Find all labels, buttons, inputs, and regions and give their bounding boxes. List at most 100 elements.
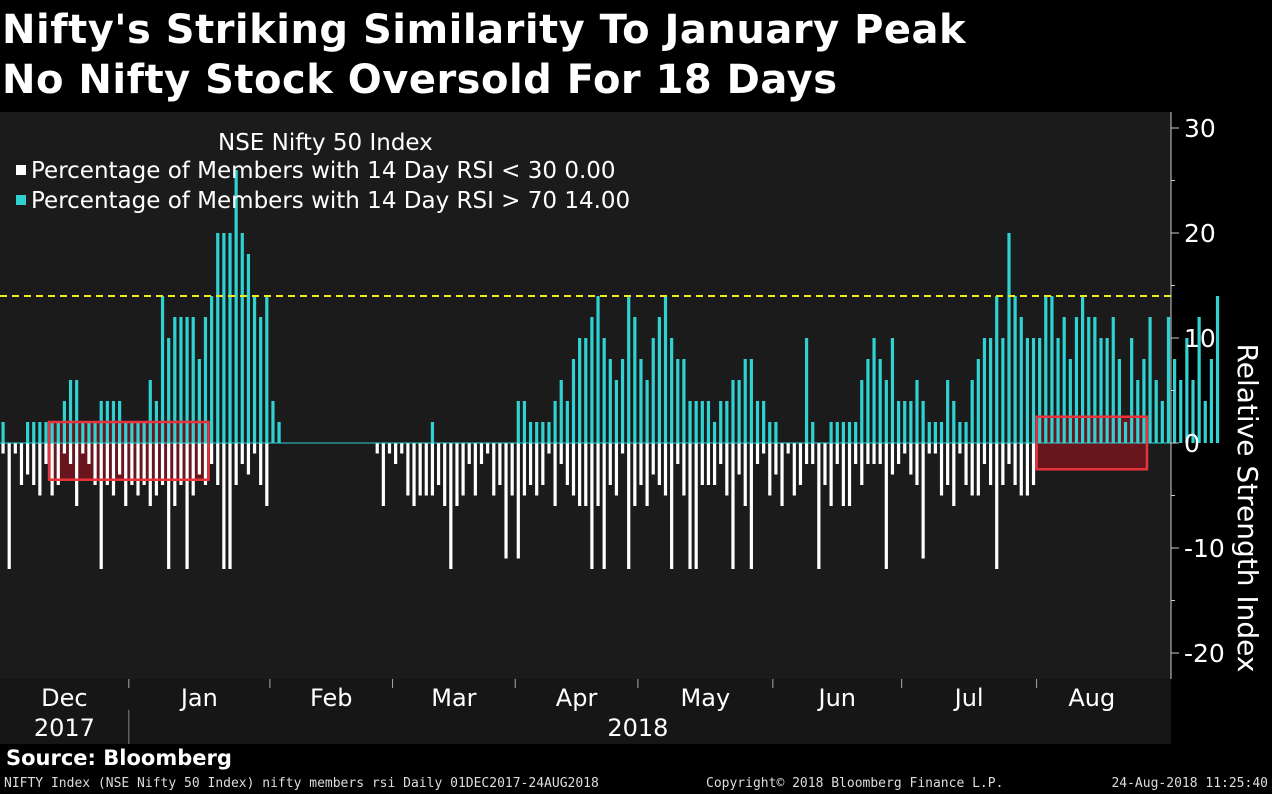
- bar-rsi-below-30: [823, 443, 827, 485]
- bar-rsi-above-70: [541, 422, 545, 443]
- bar-rsi-below-30: [252, 443, 257, 454]
- bar-rsi-above-70: [1050, 296, 1054, 443]
- bar-rsi-above-70: [909, 401, 913, 443]
- bar-rsi-above-70: [1013, 296, 1017, 443]
- bar-rsi-below-30: [817, 443, 821, 569]
- bar-rsi-below-30: [804, 443, 809, 464]
- bar-rsi-above-70: [535, 422, 539, 443]
- bar-rsi-below-30: [872, 443, 876, 464]
- bar-rsi-above-70: [246, 254, 251, 443]
- y-tick-label: -20: [1184, 639, 1225, 668]
- bar-rsi-above-70: [682, 359, 686, 443]
- bar-rsi-below-30: [651, 443, 655, 475]
- bar-rsi-above-70: [706, 401, 711, 443]
- bar-rsi-above-70: [56, 422, 60, 443]
- y-tick-label: 0: [1184, 429, 1200, 458]
- bar-rsi-below-30: [743, 443, 747, 506]
- axis-strip: [0, 679, 1171, 744]
- bar-rsi-below-30: [1, 443, 5, 454]
- bar-rsi-below-30: [633, 443, 637, 506]
- bar-rsi-below-30: [811, 443, 815, 464]
- bar-rsi-below-30: [203, 443, 208, 485]
- bar-rsi-above-70: [167, 338, 171, 443]
- bar-rsi-below-30: [860, 443, 864, 485]
- bar-rsi-above-70: [700, 401, 704, 443]
- bar-rsi-below-30: [584, 443, 588, 506]
- legend-title: NSE Nifty 50 Index: [218, 130, 433, 156]
- bar-rsi-below-30: [909, 443, 913, 475]
- bar-rsi-below-30: [1013, 443, 1017, 485]
- bar-rsi-above-70: [271, 401, 275, 443]
- bar-rsi-above-70: [173, 317, 177, 443]
- bar-rsi-below-30: [81, 443, 85, 454]
- bar-rsi-above-70: [1130, 338, 1134, 443]
- bar-rsi-below-30: [516, 443, 520, 559]
- bar-rsi-above-70: [988, 338, 993, 443]
- bar-rsi-above-70: [657, 317, 661, 443]
- bar-rsi-above-70: [890, 338, 895, 443]
- bar-rsi-above-70: [921, 401, 925, 443]
- bar-rsi-above-70: [590, 317, 594, 443]
- x-tick-label: Jan: [179, 684, 218, 712]
- bar-rsi-above-70: [203, 317, 208, 443]
- bar-rsi-below-30: [528, 443, 533, 485]
- bar-rsi-below-30: [160, 443, 165, 485]
- bar-rsi-above-70: [982, 338, 987, 443]
- highlight-box-fill-0: [49, 422, 209, 480]
- bar-rsi-above-70: [1185, 338, 1189, 443]
- legend: NSE Nifty 50 Index Percentage of Members…: [16, 130, 630, 214]
- bar-rsi-below-30: [627, 443, 631, 569]
- bar-rsi-below-30: [712, 443, 717, 485]
- bar-rsi-above-70: [1142, 359, 1146, 443]
- bar-rsi-below-30: [866, 443, 870, 464]
- bar-rsi-below-30: [1001, 443, 1005, 485]
- bar-rsi-below-30: [976, 443, 980, 496]
- bar-rsi-below-30: [578, 443, 582, 506]
- x-tick-label: Jul: [953, 684, 984, 712]
- bar-rsi-below-30: [884, 443, 888, 569]
- highlight-box-0: [47, 420, 210, 481]
- bar-rsi-above-70: [185, 317, 189, 443]
- bar-rsi-above-70: [1080, 296, 1085, 443]
- bar-rsi-above-70: [725, 401, 729, 443]
- bar-rsi-below-30: [620, 443, 625, 454]
- highlight-box-1: [1035, 415, 1149, 471]
- bar-rsi-above-70: [553, 401, 557, 443]
- bar-rsi-below-30: [755, 443, 760, 464]
- bar-rsi-above-70: [50, 422, 54, 443]
- bar-rsi-below-30: [430, 443, 435, 496]
- x-tick-label: Aug: [1068, 684, 1115, 712]
- bar-rsi-above-70: [179, 317, 183, 443]
- bar-rsi-above-70: [259, 317, 263, 443]
- bar-rsi-below-30: [436, 443, 441, 485]
- bar-rsi-above-70: [1093, 317, 1097, 443]
- bar-rsi-below-30: [522, 443, 527, 496]
- bar-rsi-below-30: [246, 443, 251, 475]
- y-tick-label: -10: [1184, 534, 1225, 563]
- bar-rsi-below-30: [222, 443, 226, 569]
- bar-rsi-below-30: [657, 443, 661, 485]
- y-tick-label: 10: [1184, 324, 1216, 353]
- bar-rsi-above-70: [651, 338, 655, 443]
- bar-rsi-above-70: [130, 422, 134, 443]
- bar-rsi-above-70: [860, 380, 864, 443]
- bar-rsi-below-30: [700, 443, 704, 485]
- bar-rsi-below-30: [38, 443, 42, 496]
- bar-rsi-below-30: [26, 443, 30, 475]
- y-tick-label: 30: [1184, 114, 1216, 143]
- bar-rsi-above-70: [976, 359, 980, 443]
- bar-rsi-below-30: [890, 443, 895, 475]
- bar-rsi-below-30: [988, 443, 993, 485]
- bar-rsi-below-30: [939, 443, 944, 496]
- chart-title-line-2: No Nifty Stock Oversold For 18 Days: [2, 57, 838, 103]
- bar-rsi-above-70: [1166, 317, 1171, 443]
- bar-rsi-below-30: [602, 443, 606, 569]
- bar-rsi-below-30: [676, 443, 680, 464]
- bar-rsi-below-30: [443, 443, 447, 506]
- bar-rsi-below-30: [590, 443, 594, 569]
- bar-rsi-below-30: [265, 443, 269, 506]
- bar-rsi-above-70: [743, 359, 747, 443]
- bar-rsi-above-70: [841, 422, 845, 443]
- bar-rsi-above-70: [75, 380, 79, 443]
- bar-rsi-below-30: [688, 443, 692, 569]
